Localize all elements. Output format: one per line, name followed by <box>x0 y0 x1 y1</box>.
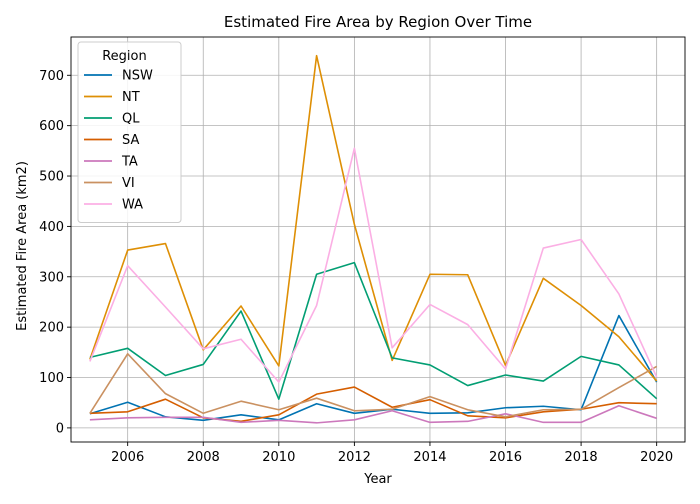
x-tick-label: 2018 <box>565 450 598 465</box>
legend-label-ta: TA <box>121 155 138 170</box>
series-line-vi <box>89 353 658 418</box>
legend-label-sa: SA <box>122 133 139 148</box>
x-axis-title: Year <box>363 472 392 487</box>
y-tick-label: 100 <box>39 371 64 386</box>
y-tick-label: 300 <box>39 270 64 285</box>
legend-label-vi: VI <box>122 176 135 191</box>
chart-title: Estimated Fire Area by Region Over Time <box>224 13 532 31</box>
x-tick-label: 2012 <box>338 450 371 465</box>
x-tick-label: 2010 <box>262 450 295 465</box>
legend-label-nt: NT <box>122 90 140 105</box>
x-tick-label: 2020 <box>640 450 673 465</box>
x-tick-label: 2008 <box>187 450 220 465</box>
plot-frame <box>70 36 686 443</box>
legend-label-nsw: NSW <box>122 69 153 84</box>
legend-title: Region <box>102 49 147 64</box>
series-line-wa <box>89 147 658 383</box>
series-line-nt <box>89 54 658 382</box>
y-tick-label: 600 <box>39 119 64 134</box>
x-tick-label: 2016 <box>489 450 522 465</box>
x-tick-label: 2006 <box>111 450 144 465</box>
y-tick-label: 0 <box>56 421 64 436</box>
series-line-ql <box>89 261 658 400</box>
y-axis-title: Estimated Fire Area (km2) <box>15 161 30 331</box>
x-tick-label: 2014 <box>413 450 446 465</box>
y-tick-label: 200 <box>39 321 64 336</box>
legend-label-wa: WA <box>122 198 143 213</box>
y-tick-label: 500 <box>39 170 64 185</box>
legend-label-ql: QL <box>122 112 140 127</box>
legend-box <box>77 41 182 223</box>
y-tick-label: 700 <box>39 69 64 84</box>
series-line-nsw <box>89 314 658 422</box>
y-tick-label: 400 <box>39 220 64 235</box>
legend: Region NSW NT QL SA TA VI WA <box>77 41 182 223</box>
series-line-ta <box>89 404 657 424</box>
series-line-sa <box>89 386 657 423</box>
